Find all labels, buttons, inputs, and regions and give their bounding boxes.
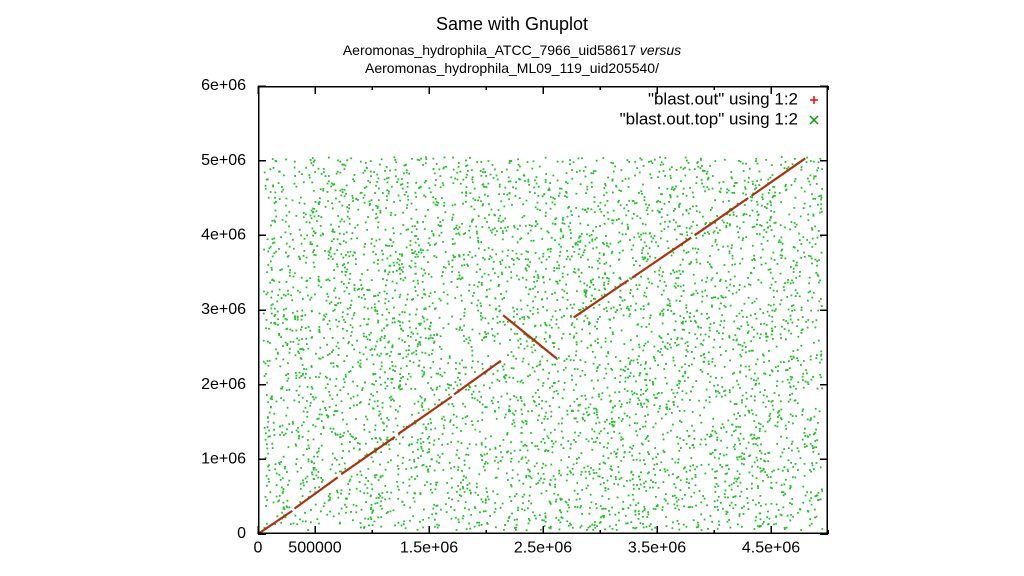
page-subtitle: Aeromonas_hydrophila_ATCC_7966_uid58617 … — [0, 42, 1024, 77]
subtitle-line1-italic: versus — [640, 42, 681, 58]
ytick-label: 2e+06 — [201, 376, 246, 393]
subtitle-line1-normal: Aeromonas_hydrophila_ATCC_7966_uid58617 — [343, 42, 640, 58]
xtick-label: 500000 — [288, 539, 341, 556]
ytick-label: 1e+06 — [201, 451, 246, 468]
scatter-layer — [263, 156, 823, 531]
ytick-label: 6e+06 — [201, 77, 246, 94]
ytick-label: 3e+06 — [201, 301, 246, 318]
page: Same with Gnuplot Aeromonas_hydrophila_A… — [0, 0, 1024, 576]
ytick-label: 0 — [237, 525, 246, 542]
plot-svg: 01e+062e+063e+064e+065e+066e+0605000001.… — [258, 86, 828, 534]
legend: "blast.out" using 1:2"blast.out.top" usi… — [620, 89, 818, 128]
xtick-label: 2.5e+06 — [514, 539, 572, 556]
xtick-label: 1.5e+06 — [400, 539, 458, 556]
xtick-label: 3.5e+06 — [628, 539, 686, 556]
chart-dotplot: 01e+062e+063e+064e+065e+066e+0605000001.… — [258, 86, 828, 534]
ytick-label: 5e+06 — [201, 152, 246, 169]
xtick-label: 0 — [254, 539, 263, 556]
ytick-label: 4e+06 — [201, 227, 246, 244]
legend-label: "blast.out.top" using 1:2 — [620, 109, 798, 128]
legend-label: "blast.out" using 1:2 — [648, 89, 798, 108]
subtitle-line2: Aeromonas_hydrophila_ML09_119_uid205540/ — [365, 60, 659, 76]
xtick-label: 4.5e+06 — [742, 539, 800, 556]
page-title: Same with Gnuplot — [0, 14, 1024, 35]
